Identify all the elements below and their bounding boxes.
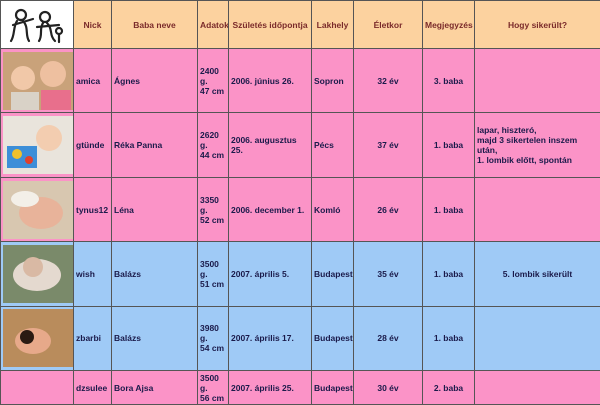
header-birth: Születés időpontja (228, 0, 312, 49)
baby-photo-image (3, 116, 73, 175)
place-cell: Pécs (311, 112, 354, 178)
age-cell: 35 év (353, 241, 423, 307)
header-row: Nick Baba neve Adatok Születés időpontja… (0, 0, 600, 49)
baby-photo (0, 112, 74, 178)
nick-cell: tynus12 (73, 176, 112, 243)
data-cell: 2400 g. 47 cm (197, 47, 229, 114)
place-cell: Budapest (311, 370, 354, 405)
data-cell: 3500 g. 56 cm (197, 370, 229, 405)
name-cell: Bora Ajsa (111, 370, 198, 405)
birth-cell: 2006. augusztus 25. (228, 112, 312, 178)
success-cell (474, 176, 600, 243)
place-cell: Sopron (311, 47, 354, 114)
place-cell: Budapest (311, 305, 354, 372)
place-cell: Budapest (311, 241, 354, 307)
success-cell (474, 305, 600, 372)
baby-photo-image (3, 180, 73, 239)
table-row: gtünde Réka Panna 2620 g. 44 cm 2006. aug… (0, 112, 600, 178)
header-place: Lakhely (311, 0, 354, 49)
data-cell: 3350 g. 52 cm (197, 176, 229, 243)
name-cell: Balázs (111, 305, 198, 372)
name-cell: Ágnes (111, 47, 198, 114)
header-success: Hogy sikerült? (474, 0, 600, 49)
place-cell: Komló (311, 176, 354, 243)
success-cell (474, 370, 600, 405)
header-data: Adatok (197, 0, 229, 49)
baby-photo (0, 241, 74, 307)
baby-photo-empty (0, 370, 74, 405)
birth-cell: 2007. április 25. (228, 370, 312, 405)
data-cell: 3980 g. 54 cm (197, 305, 229, 372)
note-cell: 1. baba (422, 305, 475, 372)
baby-photo (0, 47, 74, 114)
baby-photo (0, 176, 74, 243)
nick-cell: zbarbi (73, 305, 112, 372)
note-cell: 1. baba (422, 241, 475, 307)
birth-cell: 2006. június 26. (228, 47, 312, 114)
table-row: zbarbi Balázs 3980 g. 54 cm 2007. április… (0, 305, 600, 372)
logo-cell (0, 0, 74, 49)
table-row: tynus12 Léna 3350 g. 52 cm 2006. december… (0, 176, 600, 243)
age-cell: 26 év (353, 176, 423, 243)
nick-cell: gtünde (73, 112, 112, 178)
data-cell: 3500 g. 51 cm (197, 241, 229, 307)
data-cell: 2620 g. 44 cm (197, 112, 229, 178)
name-cell: Léna (111, 176, 198, 243)
baby-photo-image (3, 51, 73, 110)
success-cell: lapar, hiszteró, majd 3 sikertelen insze… (474, 112, 600, 178)
table-row: dzsulee Bora Ajsa 3500 g. 56 cm 2007. ápr… (0, 370, 600, 405)
age-cell: 30 év (353, 370, 423, 405)
header-note: Megjegyzés (422, 0, 475, 49)
header-age: Életkor (353, 0, 423, 49)
name-cell: Réka Panna (111, 112, 198, 178)
table-row: wish Balázs 3500 g. 51 cm 2007. április 5… (0, 241, 600, 307)
success-cell (474, 47, 600, 114)
baby-photo-image (3, 309, 73, 368)
birth-cell: 2007. április 17. (228, 305, 312, 372)
note-cell: 1. baba (422, 176, 475, 243)
age-cell: 37 év (353, 112, 423, 178)
name-cell: Balázs (111, 241, 198, 307)
nick-cell: amica (73, 47, 112, 114)
birth-cell: 2007. április 5. (228, 241, 312, 307)
header-name: Baba neve (111, 0, 198, 49)
note-cell: 2. baba (422, 370, 475, 405)
nick-cell: dzsulee (73, 370, 112, 405)
baby-photo-image (3, 244, 73, 303)
note-cell: 3. baba (422, 47, 475, 114)
table-row: amica Ágnes 2400 g. 47 cm 2006. június 26… (0, 47, 600, 114)
nick-cell: wish (73, 241, 112, 307)
age-cell: 32 év (353, 47, 423, 114)
birth-cell: 2006. december 1. (228, 176, 312, 243)
family-logo-icon (9, 8, 64, 43)
age-cell: 28 év (353, 305, 423, 372)
success-cell: 5. lombik sikerült (474, 241, 600, 307)
note-cell: 1. baba (422, 112, 475, 178)
baby-photo (0, 305, 74, 372)
header-nick: Nick (73, 0, 112, 49)
